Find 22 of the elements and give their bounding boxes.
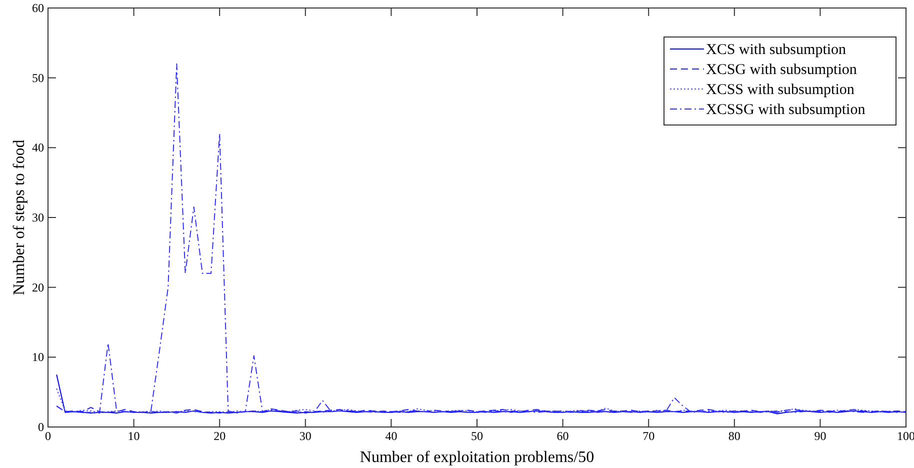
y-tick-label: 40 [32,140,44,155]
y-tick-label: 10 [32,350,44,364]
x-tick-label: 60 [556,429,569,443]
x-axis-title: Number of exploitation problems/50 [360,449,594,466]
x-tick-label: 20 [214,429,226,443]
legend-label: XCSSG with subsumption [706,102,866,118]
legend-label: XCSS with subsumption [706,82,855,98]
x-tick-label: 80 [728,429,740,443]
y-tick-label: 0 [38,420,44,434]
y-tick-label: 50 [32,70,44,85]
y-tick-label: 20 [32,280,44,294]
x-tick-label: 50 [471,429,483,443]
x-tick-label: 30 [299,429,312,443]
x-tick-label: 40 [385,429,398,443]
x-tick-label: 70 [642,429,655,443]
x-tick-label: 10 [128,429,140,443]
legend-label: XCS with subsumption [706,42,847,58]
y-tick-label: 60 [32,1,44,15]
y-tick-label: 30 [32,210,44,224]
legend-label: XCSG with subsumption [706,62,858,78]
x-tick-label: 90 [814,429,826,443]
y-axis-title: Number of steps to food [11,140,28,296]
